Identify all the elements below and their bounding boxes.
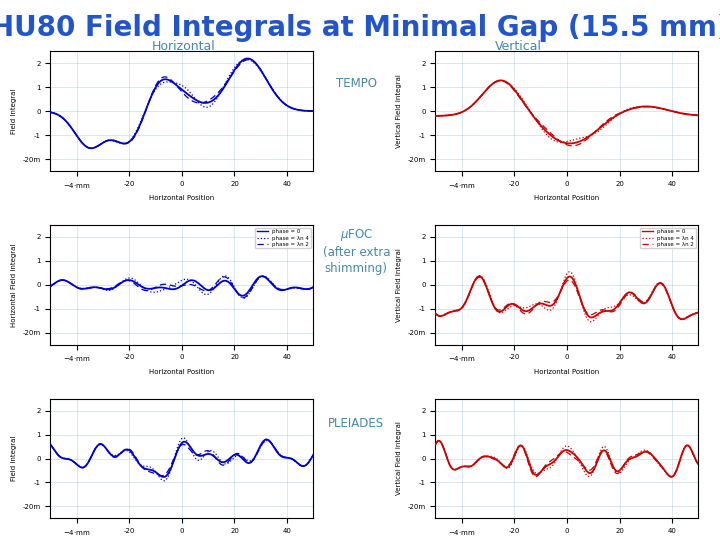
- Y-axis label: Field Integral: Field Integral: [11, 436, 17, 481]
- Y-axis label: Vertical Field Integral: Vertical Field Integral: [396, 248, 402, 322]
- Text: HU80 Field Integrals at Minimal Gap (15.5 mm): HU80 Field Integrals at Minimal Gap (15.…: [0, 14, 720, 42]
- Text: Horizontal: Horizontal: [152, 40, 215, 53]
- Text: Vertical: Vertical: [495, 40, 542, 53]
- X-axis label: Horizontal Position: Horizontal Position: [534, 369, 600, 375]
- Text: PLEIADES: PLEIADES: [328, 417, 384, 430]
- Y-axis label: Horizontal Field Integral: Horizontal Field Integral: [11, 243, 17, 327]
- Y-axis label: Vertical Field Integral: Vertical Field Integral: [396, 422, 402, 496]
- Y-axis label: Field Integral: Field Integral: [11, 89, 17, 134]
- X-axis label: Horizontal Position: Horizontal Position: [149, 195, 215, 201]
- Legend: phase = 0, phase = λn 4, phase = λn 2: phase = 0, phase = λn 4, phase = λn 2: [255, 228, 310, 248]
- Text: $\mu$FOC
(after extra
shimming): $\mu$FOC (after extra shimming): [323, 227, 390, 275]
- Legend: phase = 0, phase = λn 4, phase = λn 2: phase = 0, phase = λn 4, phase = λn 2: [640, 228, 696, 248]
- X-axis label: Horizontal Position: Horizontal Position: [534, 195, 600, 201]
- X-axis label: Horizontal Position: Horizontal Position: [149, 369, 215, 375]
- Text: TEMPO: TEMPO: [336, 77, 377, 90]
- Y-axis label: Vertical Field Integral: Vertical Field Integral: [396, 74, 402, 148]
